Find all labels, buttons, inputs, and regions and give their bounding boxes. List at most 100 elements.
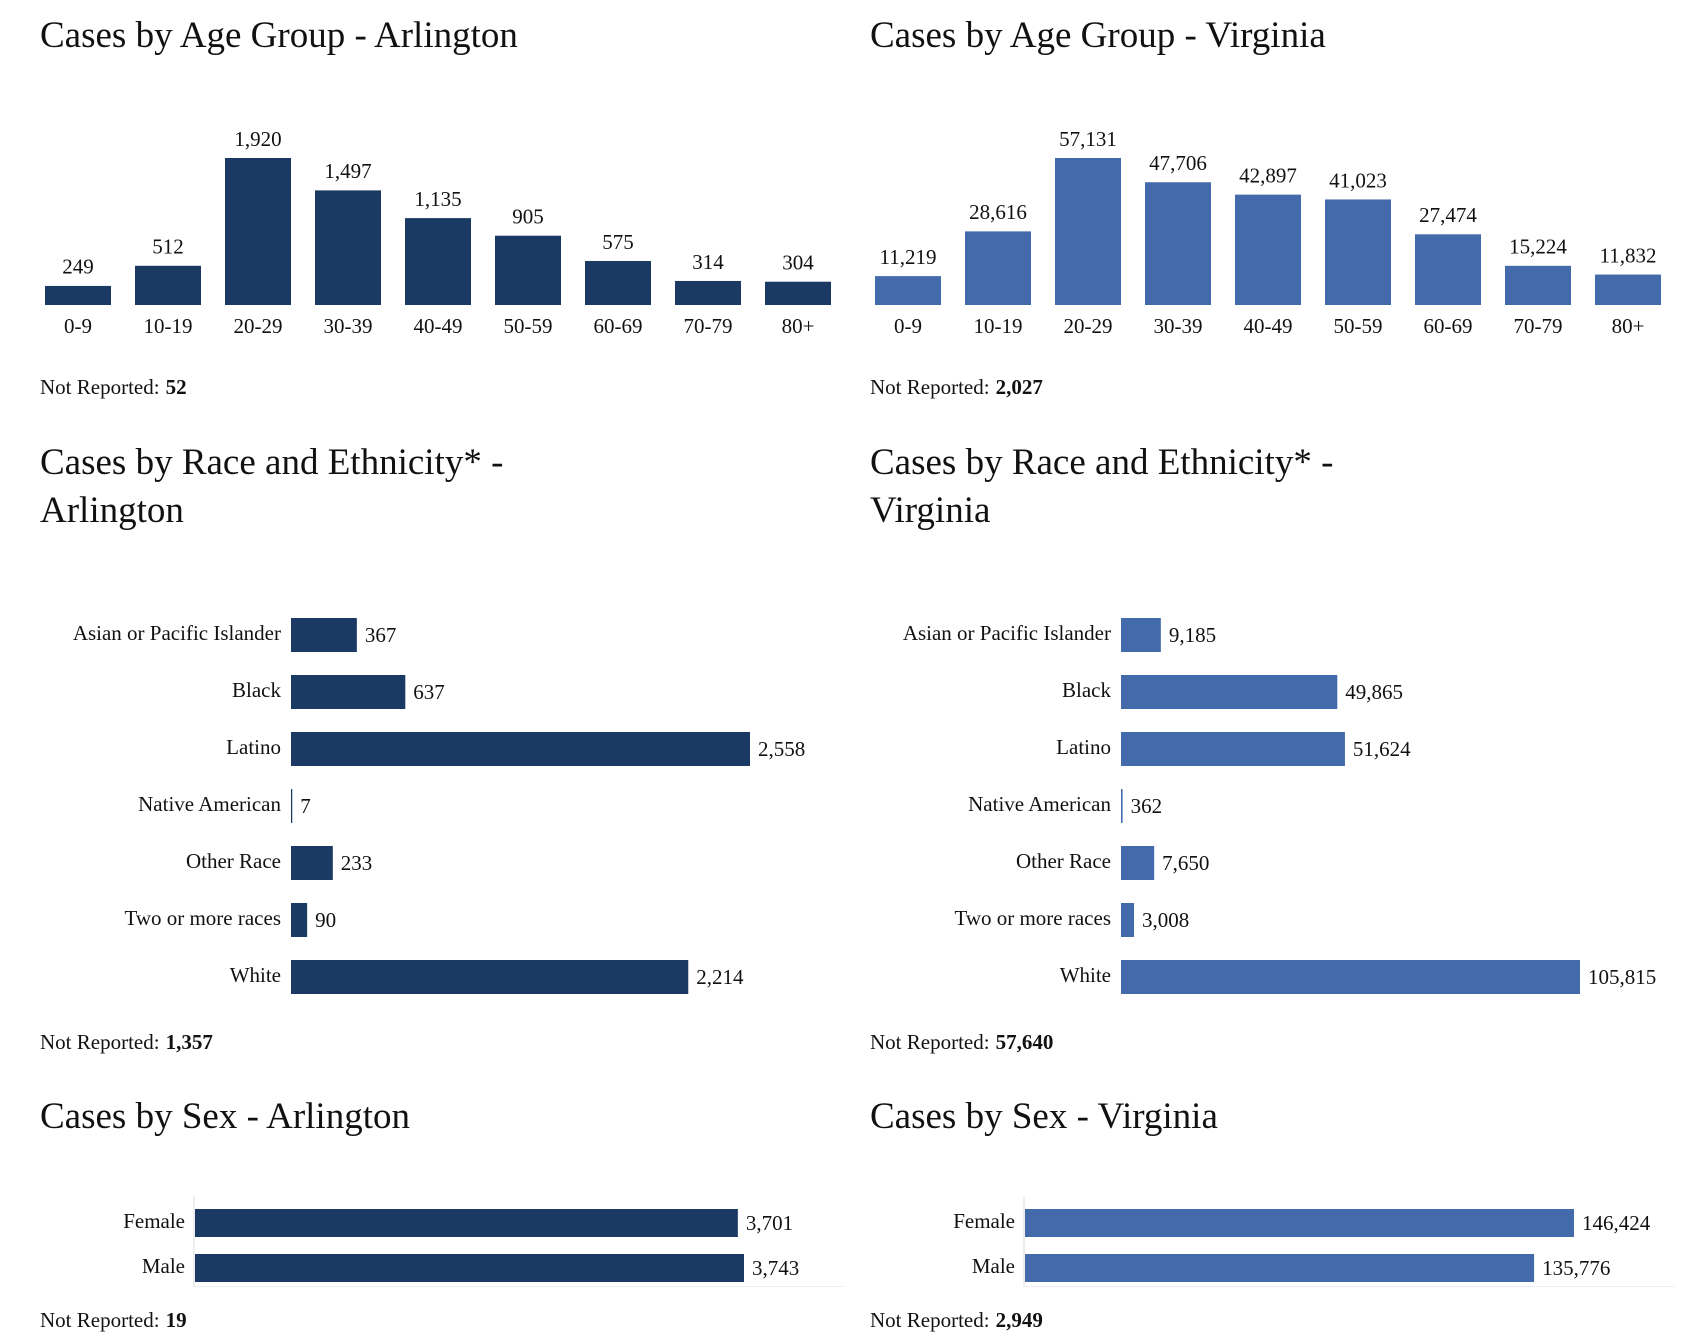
category-label: Latino — [226, 735, 281, 759]
not-reported-value: 2,027 — [996, 375, 1043, 399]
not-reported-label: Not Reported: — [870, 1308, 990, 1332]
bar — [291, 732, 750, 766]
value-label: 41,023 — [1329, 168, 1387, 192]
not-reported: Not Reported: 2,949 — [870, 1308, 1043, 1332]
category-label: 30-39 — [1154, 314, 1203, 338]
bar — [1505, 265, 1571, 305]
category-label: 20-29 — [234, 314, 283, 338]
not-reported-value: 2,949 — [996, 1308, 1043, 1332]
category-label: 70-79 — [684, 314, 733, 338]
bar — [1121, 960, 1580, 994]
bar — [291, 789, 293, 823]
value-label: 1,135 — [414, 187, 461, 211]
value-label: 362 — [1131, 794, 1163, 818]
category-label: 20-29 — [1064, 314, 1113, 338]
bar — [1121, 903, 1135, 937]
bar — [195, 1254, 744, 1282]
chart-title: Cases by Sex - Virginia — [870, 1096, 1218, 1137]
category-label: Female — [123, 1209, 185, 1233]
category-label: Asian or Pacific Islander — [73, 621, 281, 645]
not-reported: Not Reported: 1,357 — [40, 1030, 213, 1054]
category-label: 80+ — [782, 314, 815, 338]
category-label: 40-49 — [1244, 314, 1293, 338]
category-label: Two or more races — [954, 906, 1111, 930]
value-label: 512 — [152, 235, 184, 259]
bar — [1055, 158, 1121, 305]
not-reported-label: Not Reported: — [40, 375, 160, 399]
category-label: 30-39 — [324, 314, 373, 338]
bar — [965, 231, 1031, 305]
bar — [1121, 789, 1123, 823]
category-label: Other Race — [186, 849, 281, 873]
bar — [1235, 194, 1301, 305]
category-label: Male — [142, 1254, 185, 1278]
bar — [1025, 1209, 1574, 1237]
chart-panel: 9,185 Asian or Pacific Islander 49,865 Blac… — [870, 618, 1656, 1054]
bar — [135, 265, 201, 305]
category-label: Native American — [138, 792, 281, 816]
value-label: 249 — [62, 255, 94, 279]
value-label: 575 — [602, 230, 634, 254]
category-label: Two or more races — [124, 906, 281, 930]
not-reported-value: 52 — [166, 375, 187, 399]
bar — [1121, 618, 1161, 652]
chart-panel: 249 0-9 512 10-19 1,920 20-29 1,497 30-39 1,135 4… — [40, 127, 831, 399]
value-label: 233 — [341, 851, 373, 875]
value-label: 314 — [692, 250, 724, 274]
chart-title: Cases by Age Group - Arlington — [40, 15, 518, 56]
value-label: 2,214 — [696, 965, 744, 989]
bar — [291, 618, 357, 652]
value-label: 367 — [365, 623, 397, 647]
value-label: 47,706 — [1149, 151, 1207, 175]
category-label: 10-19 — [974, 314, 1023, 338]
value-label: 3,701 — [746, 1211, 793, 1235]
not-reported: Not Reported: 2,027 — [870, 375, 1043, 399]
value-label: 304 — [782, 251, 814, 275]
value-label: 1,920 — [234, 127, 281, 151]
bar — [875, 276, 941, 305]
value-label: 11,832 — [1600, 243, 1657, 267]
value-label: 57,131 — [1059, 127, 1117, 151]
bar — [1325, 199, 1391, 305]
value-label: 3,743 — [752, 1256, 799, 1280]
value-label: 3,008 — [1142, 908, 1189, 932]
not-reported-value: 19 — [166, 1308, 187, 1332]
value-label: 637 — [413, 680, 445, 704]
value-label: 90 — [315, 908, 336, 932]
not-reported-label: Not Reported: — [870, 1030, 990, 1054]
chart-title: Cases by Race and Ethnicity* - Virginia — [870, 442, 1334, 531]
category-label: 0-9 — [894, 314, 922, 338]
value-label: 1,497 — [324, 159, 371, 183]
bar — [291, 903, 308, 937]
not-reported-value: 57,640 — [996, 1030, 1054, 1054]
not-reported-label: Not Reported: — [870, 375, 990, 399]
chart-title: Cases by Sex - Arlington — [40, 1096, 410, 1137]
category-label: 0-9 — [64, 314, 92, 338]
value-label: 2,558 — [758, 737, 805, 761]
bar — [1025, 1254, 1535, 1282]
bar — [405, 218, 471, 305]
category-label: White — [1060, 963, 1111, 987]
bar — [585, 260, 651, 305]
bar — [291, 675, 406, 709]
bar — [1121, 732, 1345, 766]
value-label: 146,424 — [1582, 1211, 1651, 1235]
bar — [315, 190, 381, 305]
category-label: Black — [232, 678, 281, 702]
value-label: 28,616 — [969, 200, 1027, 224]
category-label: Asian or Pacific Islander — [903, 621, 1111, 645]
chart-panel: 3,701 Female 3,743 Male Not Reported: 19 — [40, 1196, 844, 1332]
not-reported: Not Reported: 52 — [40, 375, 187, 399]
category-label: Black — [1062, 678, 1111, 702]
value-label: 135,776 — [1542, 1256, 1610, 1280]
bar — [225, 158, 291, 305]
bar — [675, 280, 741, 305]
chart-title: Cases by Age Group - Virginia — [870, 15, 1326, 56]
category-label: 80+ — [1612, 314, 1645, 338]
bar — [1595, 274, 1661, 305]
category-label: Native American — [968, 792, 1111, 816]
value-label: 15,224 — [1509, 235, 1567, 259]
value-label: 11,219 — [880, 245, 937, 269]
